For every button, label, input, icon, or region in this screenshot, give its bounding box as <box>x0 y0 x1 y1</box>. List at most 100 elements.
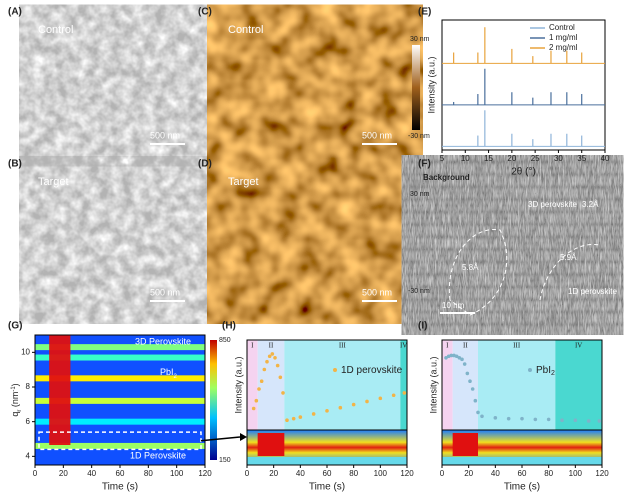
legend-label: 1D perovskite <box>341 365 403 376</box>
point <box>560 418 564 423</box>
y-axis-label: Intensity (a.u.) <box>233 356 243 413</box>
point <box>402 391 407 395</box>
x-tick-label: 60 <box>518 469 527 478</box>
strip-burst <box>452 433 478 456</box>
point <box>460 357 464 362</box>
y-axis-label: Intensity (a.u.) <box>428 356 438 413</box>
point <box>444 356 448 360</box>
point <box>365 399 369 404</box>
arrowhead <box>240 433 247 441</box>
plot-frame <box>441 19 606 151</box>
y-axis-label-part: (nm <box>10 392 20 410</box>
tem-label: 5.8Å <box>462 263 479 272</box>
point <box>480 414 484 419</box>
scalebar-label: 500 nm <box>150 287 180 297</box>
scalebar-label: 500 nm <box>150 130 180 140</box>
point <box>265 359 269 364</box>
legend-label: 1 mg/ml <box>549 33 578 42</box>
region <box>400 340 407 430</box>
colorbar <box>210 340 217 460</box>
strip-burst <box>257 433 285 456</box>
x-tick-label: 120 <box>198 469 212 478</box>
tem-label: 1D perovskite <box>568 287 617 296</box>
x-tick-label: 60 <box>116 469 125 478</box>
y-tick-label: 4 <box>26 451 31 460</box>
point <box>493 416 498 420</box>
x-tick-label: 100 <box>170 469 184 478</box>
panel-label: (H) <box>222 321 236 332</box>
caption: Control <box>38 24 73 36</box>
y-tick-label: 8 <box>26 382 31 391</box>
point <box>533 417 538 422</box>
region-label: IV <box>575 342 582 350</box>
point <box>378 396 383 401</box>
tem-outline <box>448 229 601 316</box>
point <box>520 416 524 421</box>
x-tick-label: 20 <box>59 469 68 478</box>
legend-marker <box>528 368 532 372</box>
point <box>278 375 283 380</box>
colorbar-label: -30 nm <box>408 133 430 140</box>
point <box>262 367 267 372</box>
region <box>442 340 453 430</box>
region-label: IV <box>400 342 407 350</box>
point <box>281 391 285 395</box>
panel-label: (F) <box>418 159 431 170</box>
scalebar-label: 500 nm <box>362 130 392 140</box>
region-label: III <box>339 342 347 350</box>
x-tick-label: 40 <box>601 154 610 163</box>
x-tick-label: 5 <box>440 154 445 163</box>
region-label: I <box>251 342 254 350</box>
x-tick-label: 25 <box>531 154 540 163</box>
point <box>351 402 356 407</box>
x-tick-label: 20 <box>507 154 516 163</box>
legend-part: PbI <box>536 365 551 376</box>
panel-label: (A) <box>8 7 22 18</box>
region-label: I <box>446 342 449 350</box>
y-axis-label-part: q <box>10 412 20 417</box>
panel-label: (B) <box>8 159 22 170</box>
heatmap-streak <box>35 418 205 425</box>
x-tick-label: 0 <box>440 469 445 478</box>
x-tick-label: 35 <box>577 154 586 163</box>
x-tick-label: 100 <box>569 469 583 478</box>
colorbar-label: 30 nm <box>410 191 430 198</box>
x-tick-label: 80 <box>349 469 358 478</box>
y-tick-label: 6 <box>26 417 31 426</box>
x-tick-label: 20 <box>269 469 278 478</box>
image-texts: (A) (B) (C) (D) (E) (F) (G) (H) (I) Cont… <box>8 7 617 332</box>
point <box>273 356 277 360</box>
colorbar-label: 850 <box>219 337 231 344</box>
annotation-part: 2 <box>174 374 178 380</box>
annotation: 1D Perovskite <box>130 451 186 461</box>
strip-cover <box>247 457 407 465</box>
heatmap-streak <box>35 344 205 351</box>
x-tick-label: 40 <box>296 469 305 478</box>
x-tick-label: 80 <box>544 469 553 478</box>
point <box>291 416 296 421</box>
x-tick-label: 120 <box>595 469 609 478</box>
heatmap-streak <box>35 442 205 449</box>
colorbar-label: -30 nm <box>408 288 430 295</box>
point <box>259 379 264 384</box>
point <box>267 354 272 359</box>
point <box>338 405 343 410</box>
colorbar-label: 150 <box>219 457 231 464</box>
point <box>311 412 316 416</box>
panel-label: (G) <box>8 321 22 332</box>
panel-label: (C) <box>198 7 212 18</box>
afm-image <box>225 18 405 153</box>
point <box>285 418 289 423</box>
y-tick-label: 10 <box>21 347 30 356</box>
y-axis-label-part: -1 <box>11 386 17 392</box>
scalebar-label: 10 nm <box>442 301 465 310</box>
panel-label: (D) <box>198 159 212 170</box>
tem-label: 3.2Å <box>582 200 599 209</box>
y-axis-label: qr (nm-1) <box>10 383 22 416</box>
x-axis-label: 2θ (°) <box>511 167 536 178</box>
heatmap-burst <box>49 335 71 445</box>
sem-image <box>35 18 195 153</box>
point <box>476 410 480 415</box>
region <box>247 340 258 430</box>
